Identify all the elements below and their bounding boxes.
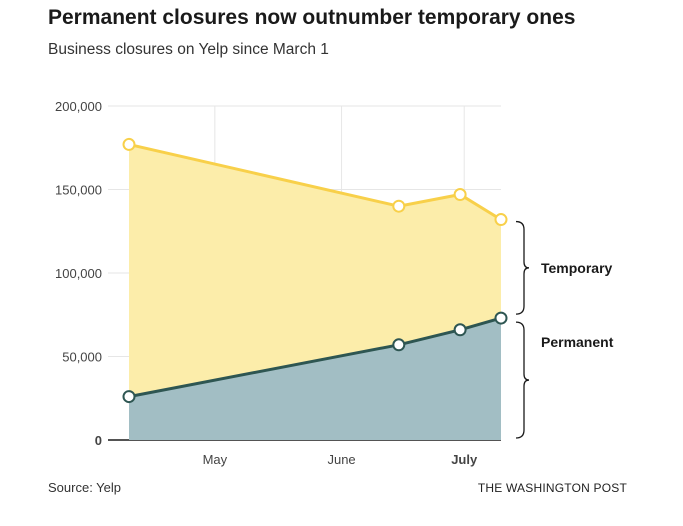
x-axis-ticks: May June July bbox=[203, 452, 478, 467]
permanent-point bbox=[453, 323, 467, 337]
temporary-bracket bbox=[515, 220, 530, 315]
temporary-point bbox=[392, 199, 406, 213]
permanent-area bbox=[129, 318, 501, 440]
chart-lines bbox=[128, 142, 502, 399]
credit-logo: THE WASHINGTON POST bbox=[477, 481, 627, 495]
permanent-series-label: Permanent bbox=[541, 334, 614, 350]
permanent-point bbox=[494, 311, 508, 325]
x-tick-label: June bbox=[327, 452, 355, 467]
y-axis-ticks: 0 50,000 100,000 150,000 200,000 bbox=[55, 99, 102, 448]
x-tick-label: July bbox=[451, 452, 478, 467]
x-tick-label: May bbox=[203, 452, 228, 467]
temporary-point bbox=[122, 137, 136, 151]
y-tick-label: 150,000 bbox=[55, 183, 102, 198]
permanent-bracket bbox=[515, 321, 530, 439]
temporary-point bbox=[453, 188, 467, 202]
y-tick-label: 50,000 bbox=[62, 350, 102, 365]
temporary-series-label: Temporary bbox=[541, 260, 613, 276]
y-tick-label: 200,000 bbox=[55, 99, 102, 114]
temporary-line bbox=[128, 142, 502, 221]
chart-subtitle: Business closures on Yelp since March 1 bbox=[48, 41, 329, 58]
temporary-point bbox=[494, 213, 508, 227]
temporary-area bbox=[129, 144, 501, 397]
permanent-point bbox=[392, 338, 406, 352]
source-note: Source: Yelp bbox=[48, 480, 122, 495]
series-brackets: Temporary Permanent bbox=[515, 220, 614, 439]
y-tick-label: 0 bbox=[95, 433, 102, 448]
y-tick-label: 100,000 bbox=[55, 266, 102, 281]
chart-points bbox=[122, 137, 508, 404]
chart-title: Permanent closures now outnumber tempora… bbox=[48, 6, 576, 29]
permanent-point bbox=[122, 390, 136, 404]
permanent-line bbox=[128, 316, 502, 399]
chart-areas bbox=[129, 144, 501, 440]
